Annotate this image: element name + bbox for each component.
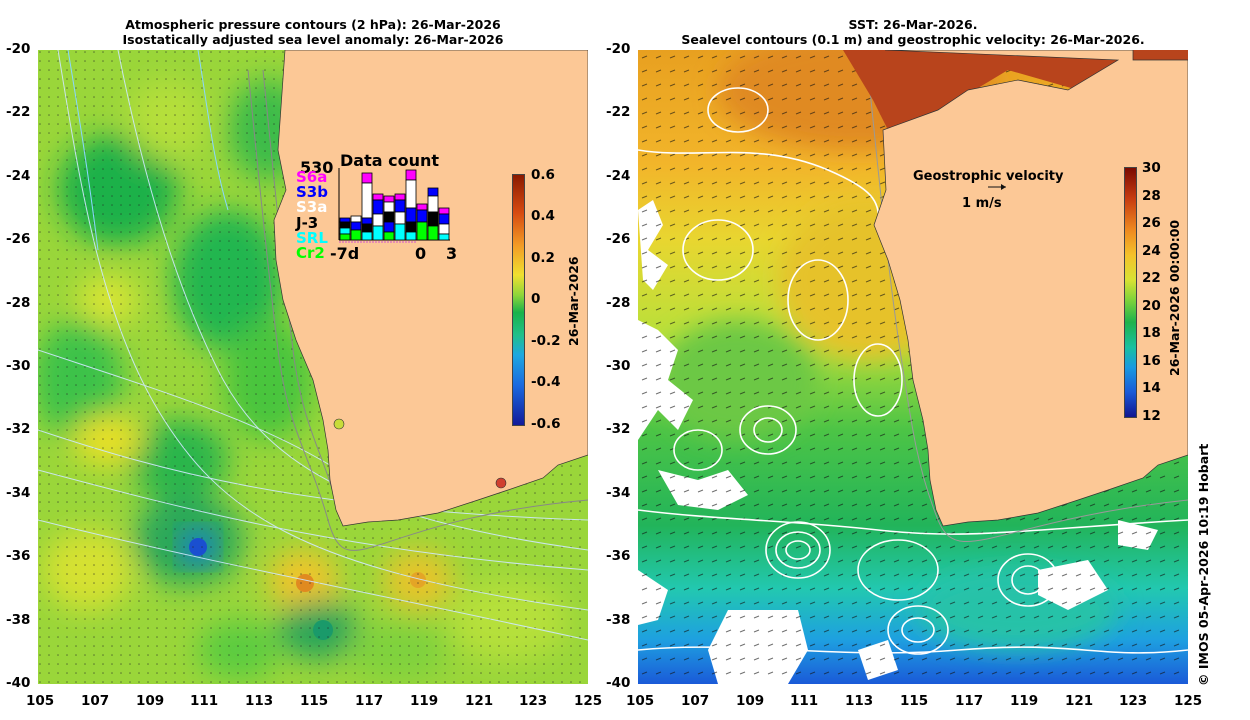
right-y-tick: -28 bbox=[606, 295, 631, 311]
left-colorbar-label: 26-Mar-2026 bbox=[566, 256, 581, 346]
sat-label-cr2: Cr2 bbox=[296, 244, 325, 262]
data-count-max: 530 bbox=[300, 158, 334, 177]
left-y-tick: -20 bbox=[6, 41, 31, 57]
data-count-xlabel-end: 3 bbox=[446, 244, 458, 263]
australia-landmass-right bbox=[873, 50, 1188, 527]
right-cb-tick: 14 bbox=[1142, 380, 1161, 396]
right-cb-tick: 24 bbox=[1142, 243, 1161, 259]
right-x-tick: 111 bbox=[790, 693, 819, 709]
right-x-tick: 107 bbox=[681, 693, 710, 709]
right-x-tick: 123 bbox=[1119, 693, 1148, 709]
left-x-tick: 119 bbox=[410, 693, 439, 709]
left-x-tick: 123 bbox=[519, 693, 548, 709]
right-cb-tick: 22 bbox=[1142, 270, 1161, 286]
data-count-xlabel-start: -7d bbox=[330, 244, 360, 263]
sat-label-s3b: S3b bbox=[296, 183, 328, 201]
left-cb-tick: 0.4 bbox=[531, 208, 555, 224]
right-colorbar-label: 26-Mar-2026 00:00:00 bbox=[1167, 219, 1182, 376]
left-x-tick: 105 bbox=[26, 693, 55, 709]
right-y-tick: -40 bbox=[606, 675, 631, 691]
sat-label-j3: J-3 bbox=[296, 214, 319, 232]
sat-label-s3a: S3a bbox=[296, 198, 328, 216]
left-title-line2: Isostatically adjusted sea level anomaly… bbox=[122, 32, 504, 47]
left-cb-tick: -0.6 bbox=[531, 416, 561, 432]
right-y-tick: -36 bbox=[606, 548, 631, 564]
right-x-tick: 115 bbox=[900, 693, 929, 709]
left-y-tick: -22 bbox=[6, 104, 31, 120]
right-x-tick: 117 bbox=[955, 693, 984, 709]
right-y-tick: -34 bbox=[606, 485, 631, 501]
left-y-tick: -40 bbox=[6, 675, 31, 691]
right-y-tick: -30 bbox=[606, 358, 631, 374]
right-cb-tick: 16 bbox=[1142, 353, 1161, 369]
right-cb-tick: 12 bbox=[1142, 408, 1161, 424]
sat-label-srl: SRL bbox=[296, 229, 328, 247]
right-x-tick: 125 bbox=[1174, 693, 1203, 709]
left-x-tick: 115 bbox=[300, 693, 329, 709]
right-y-tick: -22 bbox=[606, 104, 631, 120]
left-cb-tick: 0 bbox=[531, 291, 541, 307]
left-cb-tick: 0.6 bbox=[531, 167, 555, 183]
data-count-xlabel-zero: 0 bbox=[415, 244, 427, 263]
velocity-scale-label: 1 m/s bbox=[962, 196, 1002, 211]
right-y-tick: -24 bbox=[606, 168, 631, 184]
right-y-tick: -20 bbox=[606, 41, 631, 57]
left-x-tick: 113 bbox=[245, 693, 274, 709]
left-x-tick: 121 bbox=[465, 693, 494, 709]
left-colorbar bbox=[512, 174, 525, 426]
left-y-tick: -30 bbox=[6, 358, 31, 374]
left-title-line1: Atmospheric pressure contours (2 hPa): 2… bbox=[125, 17, 501, 32]
left-x-tick: 109 bbox=[136, 693, 165, 709]
left-y-tick: -34 bbox=[6, 485, 31, 501]
right-cb-tick: 18 bbox=[1142, 325, 1161, 341]
right-title-line1: SST: 26-Mar-2026. bbox=[848, 17, 978, 32]
left-y-tick: -32 bbox=[6, 421, 31, 437]
right-y-tick: -26 bbox=[606, 231, 631, 247]
left-y-tick: -36 bbox=[6, 548, 31, 564]
right-colorbar bbox=[1124, 167, 1137, 418]
data-count-bars bbox=[338, 168, 450, 243]
left-x-tick: 111 bbox=[190, 693, 219, 709]
left-cb-tick: -0.4 bbox=[531, 374, 561, 390]
right-cb-tick: 20 bbox=[1142, 298, 1161, 314]
right-cb-tick: 30 bbox=[1142, 160, 1161, 176]
right-y-tick: -38 bbox=[606, 612, 631, 628]
sea-level-anomaly-field bbox=[38, 50, 588, 684]
sea-level-anomaly-map: 530 Data count S6a S3b S3a J-3 SRL Cr2 bbox=[38, 50, 588, 684]
left-y-tick: -38 bbox=[6, 612, 31, 628]
right-x-tick: 119 bbox=[1010, 693, 1039, 709]
geostrophic-velocity-legend: Geostrophic velocity bbox=[913, 169, 1064, 184]
left-x-tick: 125 bbox=[574, 693, 603, 709]
right-cb-tick: 26 bbox=[1142, 215, 1161, 231]
left-x-tick: 117 bbox=[355, 693, 384, 709]
right-x-tick: 109 bbox=[736, 693, 765, 709]
right-x-tick: 105 bbox=[626, 693, 655, 709]
left-y-tick: -28 bbox=[6, 295, 31, 311]
left-x-tick: 107 bbox=[81, 693, 110, 709]
right-cb-tick: 28 bbox=[1142, 188, 1161, 204]
australia-landmass-left bbox=[273, 50, 588, 527]
right-x-tick: 121 bbox=[1065, 693, 1094, 709]
sat-label-s6a: S6a bbox=[296, 168, 328, 186]
data-count-title: Data count bbox=[340, 151, 439, 170]
sst-field bbox=[638, 50, 1188, 684]
right-y-tick: -32 bbox=[606, 421, 631, 437]
left-y-tick: -26 bbox=[6, 231, 31, 247]
left-cb-tick: 0.2 bbox=[531, 250, 555, 266]
sst-map: Geostrophic velocity 1 m/s bbox=[638, 50, 1188, 684]
right-x-tick: 113 bbox=[845, 693, 874, 709]
left-y-tick: -24 bbox=[6, 168, 31, 184]
left-cb-tick: -0.2 bbox=[531, 333, 561, 349]
imos-credit: © IMOS 05-Apr-2026 10:19 Hobart bbox=[1196, 443, 1211, 686]
right-title-line2: Sealevel contours (0.1 m) and geostrophi… bbox=[681, 32, 1145, 47]
